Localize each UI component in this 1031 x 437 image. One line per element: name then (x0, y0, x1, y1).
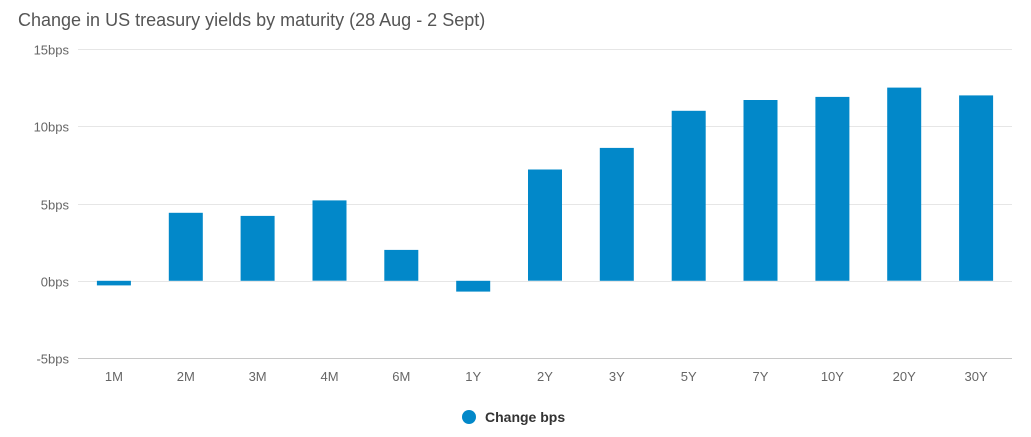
y-tick-label: 0bps (41, 275, 70, 290)
x-tick-label: 1M (105, 369, 123, 384)
bar-1y[interactable] (456, 280, 491, 292)
x-tick-label: 5Y (681, 369, 697, 384)
bar-2y[interactable] (528, 169, 562, 281)
chart-title: Change in US treasury yields by maturity… (18, 10, 486, 30)
x-tick-label: 7Y (753, 369, 769, 384)
bar-30y[interactable] (959, 95, 994, 281)
y-tick-label: 15bps (34, 43, 70, 58)
x-tick-label: 10Y (821, 369, 844, 384)
y-tick-label: -5bps (36, 352, 69, 367)
x-tick-label: 3Y (609, 369, 625, 384)
x-tick-label: 2M (177, 369, 195, 384)
x-tick-label: 6M (392, 369, 410, 384)
x-tick-label: 2Y (537, 369, 553, 384)
bar-6m[interactable] (384, 249, 419, 281)
x-tick-label: 4M (320, 369, 338, 384)
x-tick-label: 3M (249, 369, 267, 384)
bar-2m[interactable] (168, 212, 203, 281)
bar-5y[interactable] (671, 110, 706, 281)
bar-4m[interactable] (312, 200, 347, 281)
bar-3y[interactable] (599, 147, 634, 281)
bar-1m[interactable] (96, 280, 131, 286)
legend-marker[interactable] (462, 410, 476, 424)
bar-7y[interactable] (743, 100, 778, 281)
x-tick-label: 30Y (965, 369, 988, 384)
bar-20y[interactable] (887, 87, 922, 281)
y-axis: -5bps 0bps 5bps 10bps 15bps (34, 43, 70, 367)
legend-label[interactable]: Change bps (485, 409, 565, 425)
bar-10y[interactable] (815, 96, 850, 281)
x-tick-label: 1Y (465, 369, 481, 384)
x-tick-label: 20Y (893, 369, 916, 384)
bar-3m[interactable] (240, 215, 275, 281)
y-tick-label: 5bps (41, 198, 70, 213)
bars (96, 87, 994, 292)
legend[interactable]: Change bps (462, 409, 565, 425)
y-tick-label: 10bps (34, 120, 70, 135)
x-axis: 1M 2M 3M 4M 6M 1Y 2Y 3Y 5Y 7Y 10Y 20Y 30Y (105, 369, 988, 384)
